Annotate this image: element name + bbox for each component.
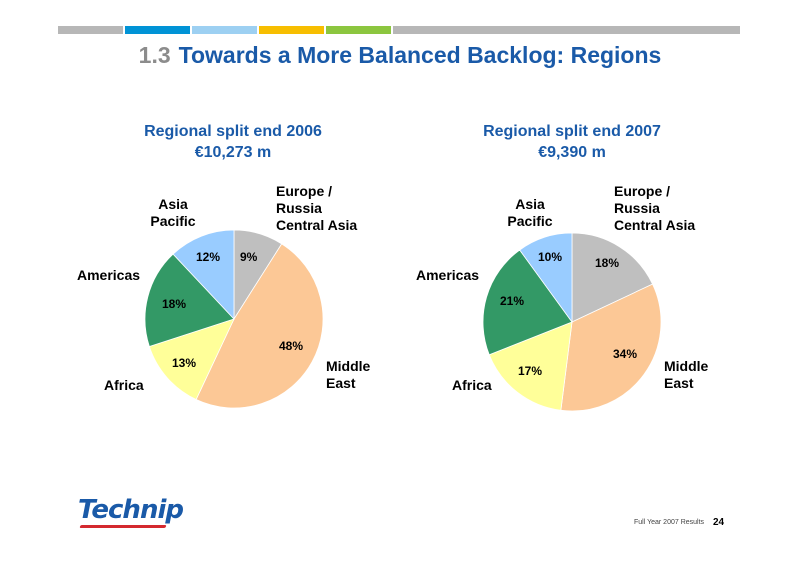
pct-europe-2006: 9%: [240, 250, 258, 264]
pie-2007: [482, 232, 662, 412]
chart-title-2006-line1: Regional split end 2006: [144, 123, 322, 140]
pie-slice-middle-east-2006: [195, 243, 324, 409]
label-europe-2007: Europe / Russia Central Asia: [614, 183, 696, 233]
pct-middle-east-2006: 48%: [279, 339, 304, 353]
top-bar-segment-6: [393, 26, 740, 34]
footer-caption: Full Year 2007 Results: [634, 519, 705, 526]
pie-slice-europe-2007: [571, 232, 654, 323]
chart-title-2006: Regional split end 2006 €10,273 m: [113, 121, 353, 163]
top-bar-segment-2: [125, 26, 190, 34]
logo-text: Technip: [78, 495, 184, 525]
chart-title-2007: Regional split end 2007 €9,390 m: [452, 121, 692, 163]
pct-middle-east-2007: 34%: [613, 347, 638, 361]
label-middle-east-2007: Middle East: [664, 358, 709, 391]
pct-americas-2006: 18%: [162, 297, 187, 311]
logo-swoosh: [79, 525, 167, 528]
pie-slice-middle-east-2007: [560, 283, 662, 412]
top-bar-segment-3: [192, 26, 257, 34]
pie-slice-africa-2006: [148, 318, 235, 401]
chart-title-2007-line1: Regional split end 2007: [483, 123, 661, 140]
label-americas-2006: Americas: [77, 267, 141, 283]
label-middle-east-2006: Middle East: [326, 358, 371, 391]
title-text: Towards a More Balanced Backlog: Regions: [178, 42, 662, 68]
pie-slice-americas-2007: [482, 249, 573, 356]
pct-europe-2007: 18%: [595, 256, 620, 270]
label-africa-2007: Africa: [452, 377, 492, 393]
pct-asia-2007: 10%: [538, 250, 563, 264]
technip-logo: Technip: [78, 495, 184, 528]
pie-slice-africa-2007: [488, 321, 573, 411]
chart-subtitle-2006: €10,273 m: [194, 144, 272, 161]
label-asia-2006: Asia Pacific: [150, 196, 196, 229]
top-bar-segment-4: [259, 26, 324, 34]
top-bar-segment-1: [58, 26, 123, 34]
pct-africa-2006: 13%: [172, 356, 197, 370]
pie-2006: [144, 229, 324, 409]
label-asia-2007: Asia Pacific: [507, 196, 553, 229]
pct-africa-2007: 17%: [518, 364, 543, 378]
slide-title: 1.3 Towards a More Balanced Backlog: Regi…: [0, 42, 800, 69]
section-number: 1.3: [138, 42, 171, 68]
label-africa-2006: Africa: [104, 377, 144, 393]
chart-subtitle-2007: €9,390 m: [538, 144, 606, 161]
pie-slice-asia-2006: [172, 229, 235, 321]
pct-americas-2007: 21%: [500, 294, 525, 308]
pie-slice-americas-2006: [144, 253, 235, 348]
pie-slice-asia-2007: [519, 232, 573, 324]
label-americas-2007: Americas: [416, 267, 480, 283]
pct-asia-2006: 12%: [196, 250, 221, 264]
page-number: 24: [713, 517, 725, 528]
top-bar-segment-5: [326, 26, 391, 34]
label-europe-2006: Europe / Russia Central Asia: [276, 183, 358, 233]
